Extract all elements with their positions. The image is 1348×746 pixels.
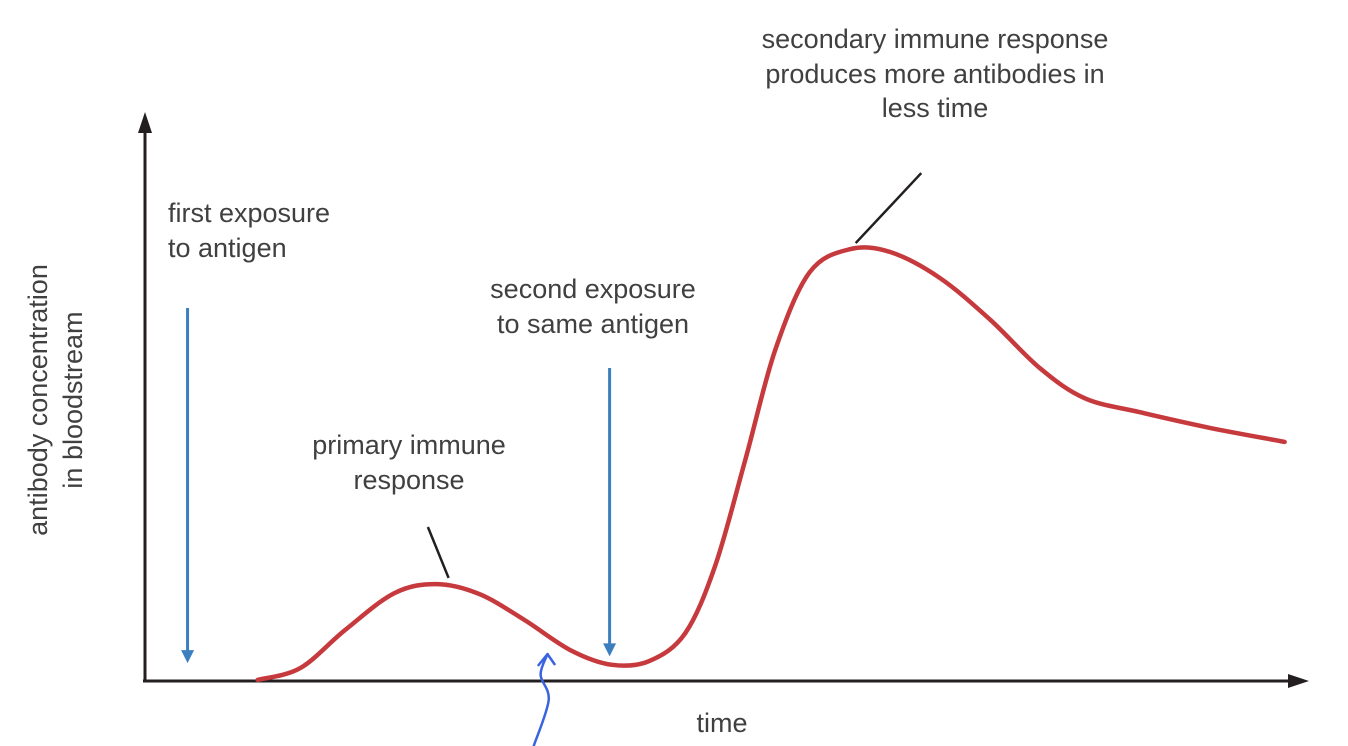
first-exposure-arrowhead — [181, 650, 195, 664]
x-axis-label: time — [696, 708, 748, 738]
annotation-primary-response-label: primary immune response — [312, 430, 506, 495]
antibody-curve — [255, 245, 1287, 683]
freehand-arrowhead — [537, 652, 556, 667]
annotation-first-exposure-label: first exposure to antigen — [168, 198, 331, 263]
y-axis-label: antibody concentration in bloodstream — [23, 264, 88, 536]
primary-response-line — [426, 526, 450, 579]
second-exposure-arrowhead — [603, 643, 617, 657]
x-axis-arrowhead — [1288, 674, 1309, 688]
annotation-secondary-response-label: secondary immune response produces more … — [761, 24, 1109, 124]
secondary-response-line — [854, 172, 923, 244]
annotation-second-exposure-label: second exposure to same antigen — [490, 274, 696, 339]
y-axis-arrowhead — [138, 112, 152, 133]
freehand-arrow — [532, 652, 550, 746]
